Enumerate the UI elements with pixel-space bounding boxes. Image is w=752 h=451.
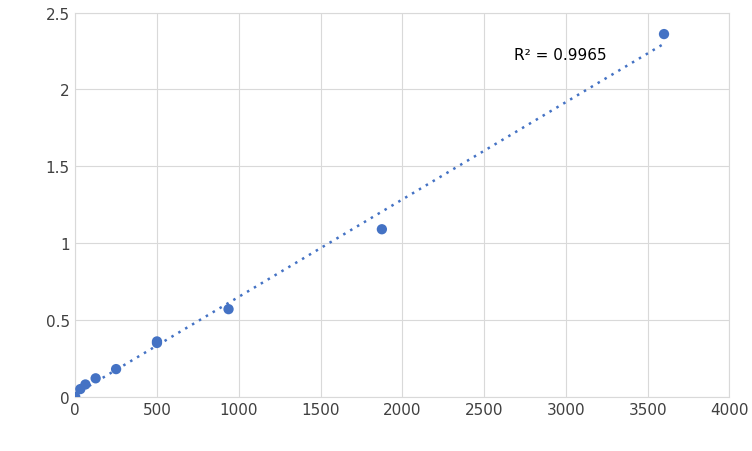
Text: R² = 0.9965: R² = 0.9965 [514, 48, 606, 63]
Point [80, 381, 92, 388]
Point [376, 226, 388, 233]
Point [110, 366, 122, 373]
Point [151, 338, 163, 345]
Point [223, 306, 235, 313]
Point [658, 32, 670, 39]
Point [151, 340, 163, 347]
Point [74, 386, 86, 393]
Point [89, 375, 102, 382]
Point [69, 393, 81, 400]
